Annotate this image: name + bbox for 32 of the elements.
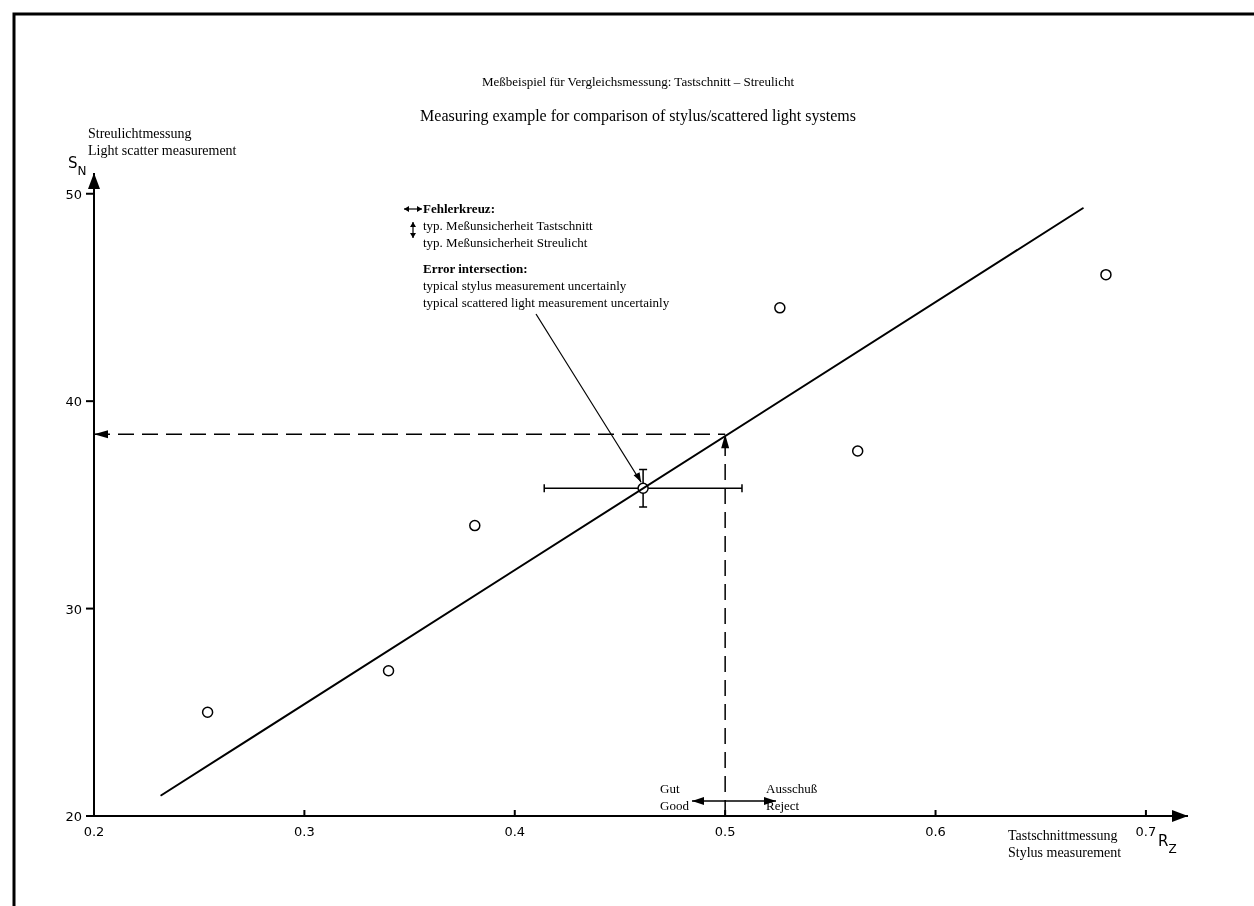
- point: [1100, 268, 1112, 281]
- y-axis-title: Streulichtmessung Light scatter measurement: [88, 126, 237, 158]
- annotation: Ausschuß: [766, 781, 818, 796]
- y-tick-label: 20: [65, 809, 82, 824]
- text: S$_{N}$: [68, 154, 87, 178]
- annotation: Reject: [766, 798, 800, 813]
- x-tick-label: 0.2: [83, 824, 105, 839]
- annotation: typ. Meßunsicherheit Tastschnitt: [423, 218, 594, 233]
- point: [382, 665, 395, 677]
- annotation: Good: [660, 798, 690, 813]
- annotation: Error intersection:: [423, 261, 528, 276]
- x-axis-title: Tastschnittmessung Stylus measurement: [1008, 828, 1122, 860]
- annotation: typ. Meßunsicherheit Streulicht: [423, 235, 588, 250]
- point: [201, 706, 214, 719]
- annotation: typical scattered light measurement uncertainly: [423, 295, 670, 310]
- x-tick-label: 0.7: [1135, 824, 1157, 839]
- x-tick-label: 0.3: [294, 824, 315, 839]
- point: [774, 302, 786, 314]
- annotation: typical stylus measurement uncertainly: [423, 278, 627, 293]
- x-tick-label: 0.5: [714, 824, 736, 839]
- text: R$_{Z}$: [1158, 832, 1177, 856]
- annotation: Fehlerkreuz:: [423, 201, 495, 216]
- y-tick-label: 40: [65, 394, 82, 410]
- chart-subtitle: Measuring example for comparison of stylus/scattered light systems: [420, 107, 856, 125]
- point: [469, 519, 481, 532]
- y-tick-label: 30: [65, 601, 82, 617]
- x-tick-label: 0.6: [925, 824, 946, 839]
- y-tick-label: 50: [65, 186, 82, 202]
- point: [851, 445, 864, 457]
- chart-title: Meßbeispiel für Vergleichsmessung: Tastschnitt – Streulicht: [481, 74, 795, 89]
- x-tick-label: 0.4: [504, 824, 526, 839]
- annotation: Gut: [660, 781, 680, 796]
